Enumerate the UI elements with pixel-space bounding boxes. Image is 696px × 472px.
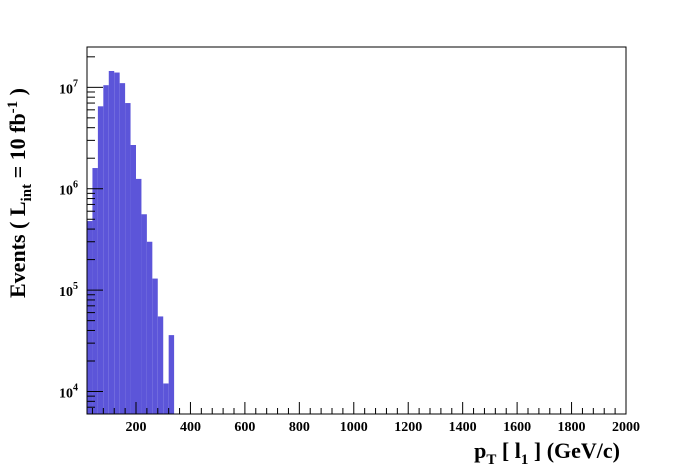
y-tick-label-exponent: 5 [73, 281, 78, 292]
x-tick-label: 400 [180, 420, 201, 435]
y-tick-label: 105 [59, 281, 78, 300]
histogram-bar-2 [92, 168, 98, 414]
x-axis-title-main: p [474, 438, 486, 463]
histogram-bar-7 [119, 83, 126, 415]
y-axis-title-main: Events ( L [5, 201, 30, 298]
x-tick-label: 1800 [558, 420, 586, 435]
x-axis-title-tail: ] (GeV/c) [528, 438, 620, 463]
histogram-bar-5 [108, 70, 115, 415]
x-axis-tick-labels: 200 400 600 800 1000 1200 1400 1600 1800 2000 [126, 420, 641, 435]
histogram-bar-6 [114, 72, 120, 414]
y-axis-title-sub: int [19, 184, 35, 202]
histogram-bar-12 [146, 241, 153, 414]
y-tick-label-base: 10 [59, 184, 73, 199]
histogram-bars [87, 70, 175, 415]
x-tick-label: 800 [289, 420, 310, 435]
y-tick-label-base: 10 [59, 387, 73, 402]
y-tick-label: 104 [59, 383, 78, 402]
y-tick-label-exponent: 7 [73, 78, 78, 89]
x-tick-label: 1200 [394, 420, 422, 435]
histogram-bar-4 [103, 85, 109, 414]
y-axis-title-sup: -1 [5, 101, 21, 114]
y-axis-title: Events ( Lint = 10 fb-1 ) [5, 88, 35, 298]
histogram-bar-9 [130, 145, 136, 414]
histogram-bar-15 [163, 383, 169, 414]
histogram-bar-1 [87, 221, 93, 414]
histogram-bar-10 [136, 178, 142, 414]
x-tick-label: 2000 [612, 420, 640, 435]
plot-frame [86, 46, 627, 415]
x-axis-title-sub2: 1 [521, 452, 529, 468]
y-tick-label: 106 [59, 180, 78, 199]
y-tick-label-base: 10 [59, 285, 73, 300]
y-axis-ticks [87, 56, 103, 415]
x-tick-label: 600 [234, 420, 255, 435]
x-tick-label: 1400 [449, 420, 477, 435]
histogram-bar-13 [152, 278, 158, 414]
x-tick-label: 1600 [503, 420, 531, 435]
y-tick-label: 107 [59, 78, 78, 97]
y-tick-label-exponent: 6 [73, 180, 78, 191]
x-axis-ticks [91, 402, 627, 414]
histogram-bar-3 [97, 106, 104, 414]
y-axis-title-mid: = 10 fb [5, 113, 30, 184]
x-axis-title-mid: [ l [496, 438, 520, 463]
x-axis-title: pT [ l1 ] (GeV/c) [474, 438, 620, 468]
y-tick-label-exponent: 4 [73, 383, 78, 394]
histogram-bar-14 [157, 316, 164, 414]
x-axis-title-sub1: T [486, 452, 496, 468]
histogram-bar-16 [168, 335, 175, 414]
x-tick-label: 1000 [340, 420, 368, 435]
y-axis-title-tail: ) [5, 88, 30, 101]
x-tick-label: 200 [126, 420, 147, 435]
y-tick-label-base: 10 [59, 82, 73, 97]
histogram-bar-8 [125, 103, 131, 415]
histogram-bar-11 [141, 214, 147, 414]
